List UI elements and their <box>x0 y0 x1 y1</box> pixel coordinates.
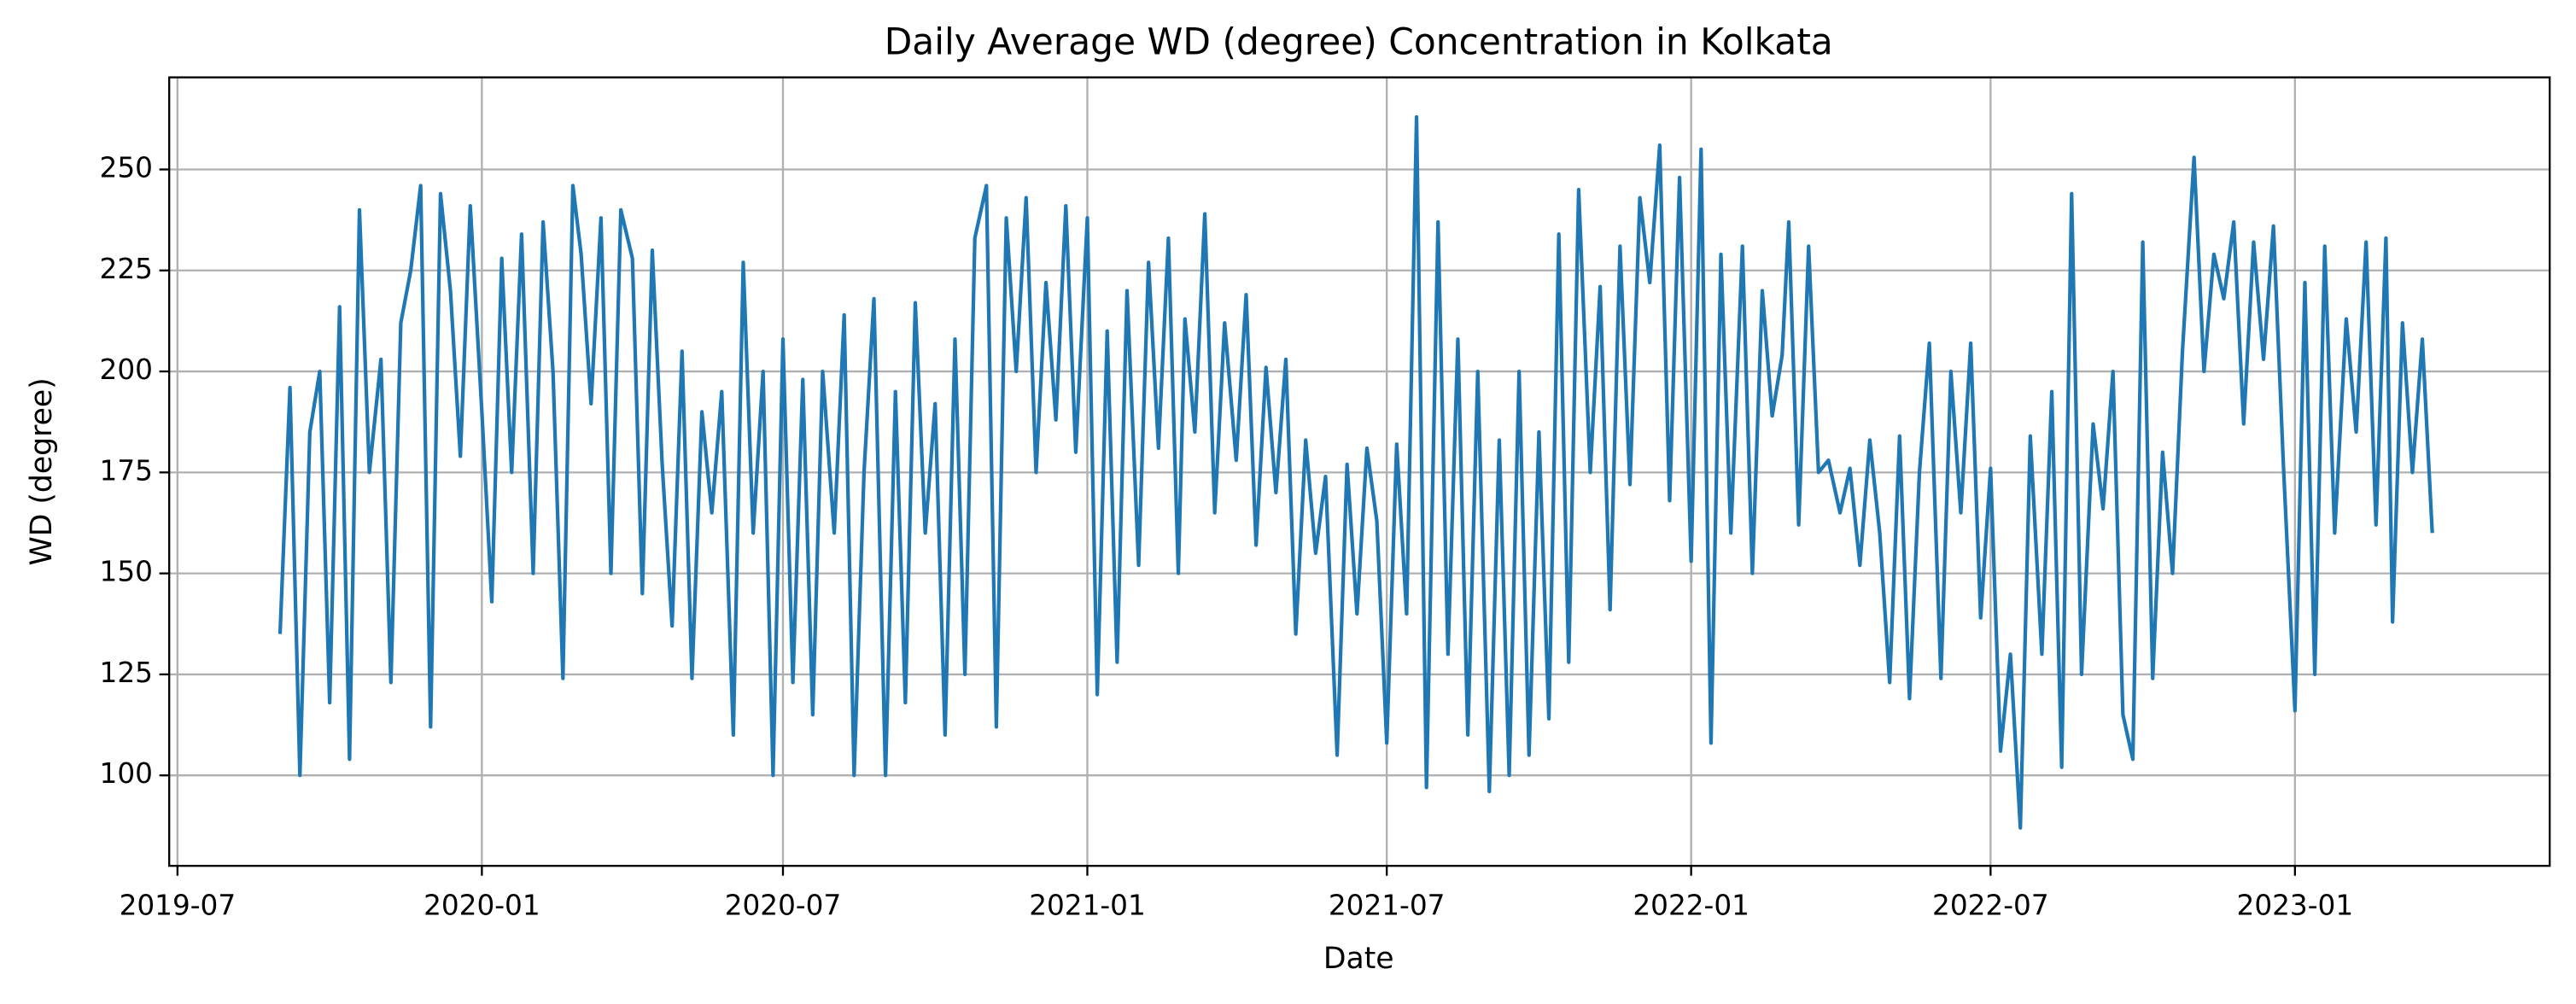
y-tick-label: 150 <box>100 556 153 588</box>
y-tick-label: 175 <box>100 454 153 487</box>
x-tick-label: 2022-07 <box>1932 889 2049 921</box>
x-tick-label: 2020-01 <box>423 889 540 921</box>
x-tick-label: 2021-07 <box>1329 889 1446 921</box>
x-tick-label: 2021-01 <box>1029 889 1146 921</box>
x-tick-label: 2023-01 <box>2237 889 2354 921</box>
y-axis-label: WD (degree) <box>25 377 59 565</box>
plot <box>277 114 2434 830</box>
y-tick-label: 100 <box>100 757 153 790</box>
y-tick-label: 125 <box>100 657 153 689</box>
chart-title: Daily Average WD (degree) Concentration … <box>885 21 1833 63</box>
x-tick-label: 2019-07 <box>120 889 237 921</box>
data-line <box>277 114 2434 830</box>
x-tick-label: 2022-01 <box>1633 889 1749 921</box>
y-tick-label: 250 <box>100 151 153 184</box>
ticks: 100 125 150 175 200 225 250 2019-07 2020-01 2020-… <box>100 151 2354 921</box>
y-tick-label: 200 <box>100 353 153 386</box>
y-tick-label: 225 <box>100 253 153 285</box>
x-tick-label: 2020-07 <box>725 889 842 921</box>
x-axis-label: Date <box>1323 942 1394 976</box>
